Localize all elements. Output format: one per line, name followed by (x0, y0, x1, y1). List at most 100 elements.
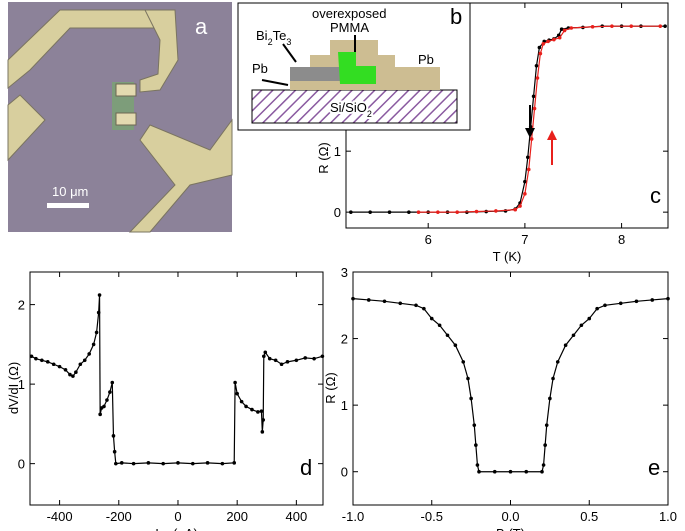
data-point (366, 298, 371, 302)
data-point (537, 45, 542, 50)
data-point (273, 358, 278, 363)
data-point (51, 362, 56, 367)
text-part: (μA) (169, 526, 197, 531)
data-point (477, 469, 481, 474)
data-point (68, 372, 72, 377)
data-point (546, 39, 550, 44)
subscript: 3 (286, 37, 291, 47)
x-tick-label: 0.0 (501, 509, 519, 524)
y-tick-label: 1 (334, 144, 341, 159)
data-point (244, 404, 248, 409)
data-point (559, 27, 564, 32)
data-point (557, 35, 562, 40)
data-point (472, 423, 477, 427)
data-point (146, 461, 151, 465)
data-point (91, 342, 96, 347)
data-point (94, 330, 99, 335)
overexposed-label: overexposed (312, 6, 386, 21)
data-point (531, 94, 536, 99)
data-point (71, 374, 75, 378)
scale-bar (47, 203, 89, 208)
contact (115, 83, 137, 97)
data-point (29, 354, 34, 359)
text-part: R (Ω) (323, 372, 338, 403)
data-point (658, 24, 663, 28)
data-point (569, 26, 574, 30)
y-axis-title: R (Ω) (323, 372, 338, 403)
data-point (563, 343, 568, 348)
data-point (453, 343, 458, 348)
data-point (513, 207, 518, 212)
y-tick-label: 2 (341, 332, 348, 347)
data-point (518, 204, 522, 208)
data-point (666, 296, 670, 301)
data-point (544, 423, 549, 427)
data-point (414, 303, 418, 308)
text-part: I (155, 526, 159, 531)
data-point (82, 358, 87, 363)
data-point (102, 404, 106, 409)
data-point (538, 51, 543, 56)
text-part: B (T) (496, 526, 525, 531)
data-point (555, 360, 560, 364)
data-point (436, 210, 440, 214)
data-point (526, 167, 531, 172)
y-tick-label: 3 (341, 265, 348, 280)
text-part: R (Ω) (316, 142, 331, 173)
data-point (232, 461, 237, 465)
data-point (161, 461, 165, 466)
bi2te3-layer (290, 67, 340, 81)
data-point (541, 463, 546, 467)
data-point (407, 210, 411, 214)
data-point (110, 380, 115, 385)
data-point (579, 323, 584, 328)
data-point (523, 179, 527, 184)
data-point (279, 362, 284, 367)
data-point (590, 24, 595, 29)
y-tick-label: 1 (18, 377, 25, 392)
data-point (523, 192, 527, 196)
x-tick-label: 200 (226, 509, 248, 524)
x-tick-label: 0 (174, 509, 181, 524)
data-point (587, 316, 592, 321)
data-point (259, 409, 264, 413)
data-point (474, 443, 478, 447)
data-point (256, 410, 260, 414)
data-point (548, 396, 552, 401)
subscript: 2 (268, 37, 273, 47)
data-point (40, 358, 44, 363)
data-point (239, 399, 244, 404)
data-point (176, 461, 180, 465)
pb-right-label: Pb (418, 52, 434, 67)
data-point (303, 356, 308, 360)
schematic: Bi2Te3 overexposed PMMA Pb Pb Si/SiO2 b (237, 2, 471, 131)
x-axis-title: B (T) (496, 526, 525, 531)
bi2te3-label: Bi2Te3 (256, 28, 291, 47)
x-tick-label: 6 (425, 232, 432, 247)
data-point (205, 461, 210, 465)
panel-label: e (648, 455, 660, 480)
pb-left-label: Pb (252, 61, 268, 76)
y-tick-label: 2 (18, 298, 25, 313)
data-point (87, 352, 91, 356)
data-point (220, 461, 225, 466)
text-part: Si/SiO (330, 100, 367, 115)
data-point (529, 137, 534, 141)
data-point (74, 370, 78, 374)
data-point (551, 376, 555, 381)
data-point (455, 210, 460, 214)
data-point (524, 469, 529, 474)
data-point (112, 449, 117, 454)
text-part: Bi (256, 28, 268, 43)
series-line (352, 298, 669, 473)
data-point (543, 443, 547, 447)
data-point (650, 298, 655, 302)
data-point (494, 209, 498, 213)
annotations (525, 105, 557, 165)
data-point (294, 358, 299, 363)
data-point (45, 360, 50, 364)
data-point (474, 209, 479, 214)
x-tick-label: 400 (286, 509, 308, 524)
data-point (108, 390, 112, 394)
